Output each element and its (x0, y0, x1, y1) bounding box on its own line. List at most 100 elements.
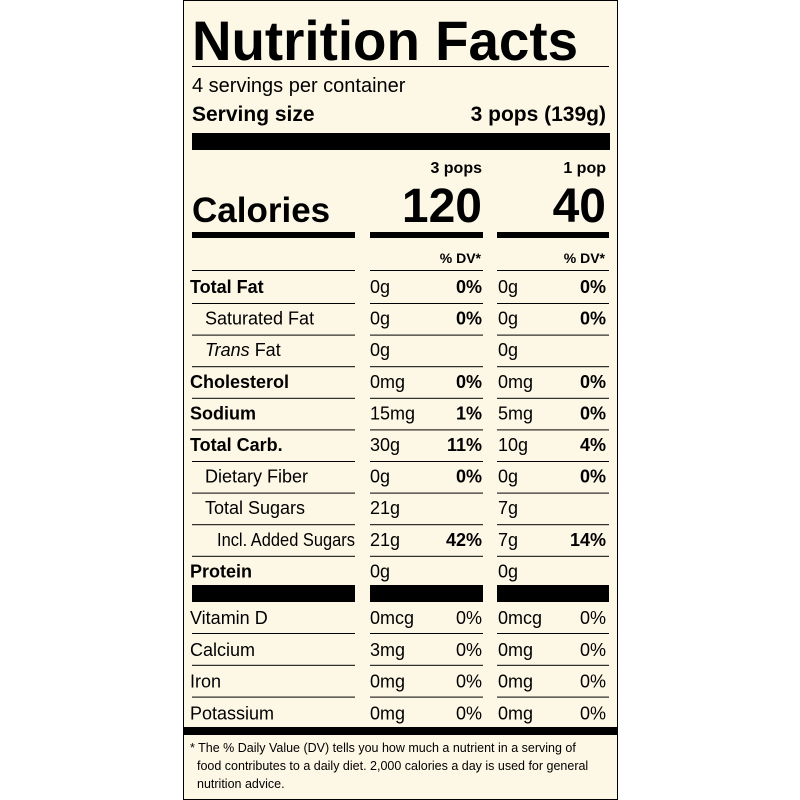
thick-rule (192, 133, 610, 150)
amount: 21g (370, 530, 400, 550)
footnote: * The % Daily Value (DV) tells you how m… (190, 741, 576, 755)
amount: 0g (370, 561, 390, 581)
amount: 21g (370, 498, 400, 518)
rule (370, 633, 483, 634)
dv-header: % DV* (440, 250, 482, 266)
rule (192, 397, 355, 399)
daily-value: 0% (456, 608, 482, 628)
column-header: 3 pops (430, 160, 482, 177)
calories-label: Calories (192, 191, 330, 230)
footnote: food contributes to a daily diet. 2,000 … (197, 759, 588, 773)
daily-value: 0% (580, 672, 606, 692)
amount: 0mg (370, 372, 405, 392)
amount: 0mcg (370, 608, 414, 628)
rule (192, 633, 355, 634)
nutrient-name: Iron (190, 672, 221, 692)
amount: 0g (370, 467, 390, 487)
amount: 0g (498, 309, 518, 329)
column-header: 1 pop (563, 160, 606, 177)
servings: 4 servings per container (192, 75, 406, 97)
nutrient-table: 3 pops 120 % DV* 1 pop 40 % DV* Total Fat 0g 0% 0… (190, 160, 609, 791)
daily-value: 42% (446, 530, 482, 550)
rule (192, 492, 355, 494)
rule (497, 270, 609, 271)
rule (497, 429, 609, 431)
rule (497, 633, 609, 634)
daily-value: 11% (447, 435, 482, 455)
daily-value: 0% (456, 467, 482, 487)
rule (370, 696, 483, 698)
serving-size-label: Serving size (192, 103, 315, 126)
amount: 3mg (370, 640, 405, 660)
rule (497, 555, 609, 557)
amount: 7g (498, 530, 518, 550)
rule (497, 334, 609, 336)
daily-value: 1% (456, 403, 482, 423)
rule (192, 334, 355, 336)
nutrient-name: Saturated Fat (205, 309, 314, 329)
daily-value: 0% (456, 672, 482, 692)
nutrient-name-italic: Trans (205, 340, 250, 360)
daily-value: 0% (456, 703, 482, 723)
daily-value: 0% (456, 372, 482, 392)
calories-value: 120 (402, 180, 482, 233)
rule (192, 303, 355, 304)
serving-size-value: 3 pops (139g) (471, 103, 606, 126)
nutrient-name: Vitamin D (190, 608, 268, 628)
thick-rule (192, 232, 355, 238)
thick-rule (370, 232, 483, 238)
rule (192, 555, 355, 557)
thick-rule (183, 727, 617, 735)
calories-value: 40 (553, 180, 606, 233)
daily-value: 14% (570, 530, 606, 550)
amount: 5mg (498, 403, 533, 423)
nutrient-name: Fat (255, 340, 281, 360)
thick-rule (497, 232, 609, 238)
nutrient-name: Cholesterol (190, 372, 289, 392)
daily-value: 0% (580, 309, 606, 329)
rule (370, 461, 483, 462)
daily-value: 0% (580, 608, 606, 628)
rule (497, 524, 609, 526)
rule (192, 461, 355, 462)
amount: 0g (498, 467, 518, 487)
amount: 0g (370, 309, 390, 329)
rule (192, 524, 355, 526)
daily-value: 0% (580, 640, 606, 660)
amount: 0g (498, 561, 518, 581)
rule (192, 696, 355, 698)
nutrient-name: Trans Fat (205, 340, 281, 360)
footnote: nutrition advice. (197, 777, 285, 791)
amount: 0g (370, 340, 390, 360)
daily-value: 0% (580, 372, 606, 392)
rule (370, 270, 483, 271)
rule (370, 334, 483, 336)
daily-value: 0% (580, 703, 606, 723)
daily-value: 0% (456, 640, 482, 660)
amount: 30g (370, 435, 400, 455)
rule (497, 664, 609, 666)
nutrient-name: Protein (190, 561, 252, 581)
rule (192, 429, 355, 431)
amount: 0mg (498, 372, 533, 392)
amount: 0g (498, 340, 518, 360)
amount: 0mg (370, 672, 405, 692)
nutrient-name: Sodium (190, 403, 256, 423)
rule (497, 492, 609, 494)
nutrient-name: Total Sugars (205, 498, 305, 518)
amount: 0mg (498, 672, 533, 692)
rule (497, 696, 609, 698)
amount: 0mg (498, 640, 533, 660)
rule (497, 461, 609, 462)
amount: 0g (370, 277, 390, 297)
rule (370, 303, 483, 304)
daily-value: 0% (456, 277, 482, 297)
daily-value: 0% (456, 309, 482, 329)
amount: 0mcg (498, 608, 542, 628)
rule (370, 664, 483, 666)
rule (192, 270, 355, 271)
amount: 10g (498, 435, 528, 455)
amount: 0g (498, 277, 518, 297)
